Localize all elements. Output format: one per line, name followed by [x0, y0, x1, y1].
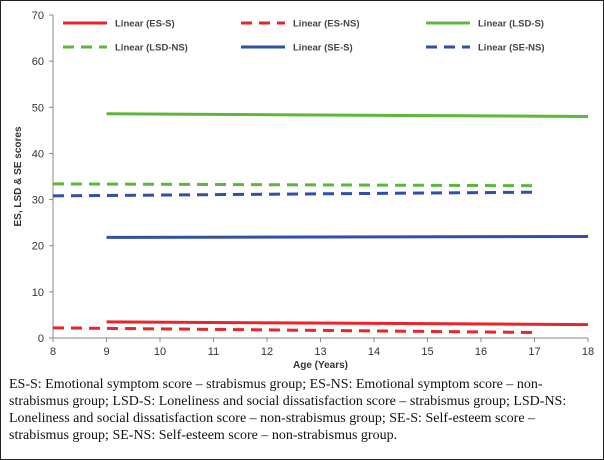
legend-label: Linear (LSD-S) — [478, 19, 544, 30]
x-tick-label: 18 — [582, 346, 594, 358]
x-tick-label: 17 — [528, 346, 540, 358]
x-tick-label: 11 — [208, 346, 219, 358]
x-tick-label: 12 — [261, 346, 273, 358]
x-axis-label: Age (Years) — [293, 360, 348, 371]
y-tick-label: 70 — [32, 10, 44, 22]
x-tick-label: 13 — [314, 346, 326, 358]
x-tick-label: 14 — [368, 346, 380, 358]
y-tick-label: 20 — [32, 241, 44, 253]
y-tick-label: 30 — [32, 195, 44, 207]
x-tick-label: 16 — [475, 346, 487, 358]
y-tick-label: 60 — [32, 56, 44, 68]
series-line-linear-es-ns — [52, 326, 535, 334]
legend-label: Linear (ES-S) — [115, 19, 175, 30]
legend-label: Linear (SE-S) — [293, 43, 353, 54]
x-tick-label: 15 — [421, 346, 433, 358]
y-tick-label: 0 — [38, 333, 44, 345]
y-tick-label: 10 — [32, 287, 44, 299]
legend: Linear (ES-S) Linear (ES-NS) Linear (LSD-S… — [63, 19, 545, 54]
series-line-linear-es-s — [106, 320, 589, 327]
figure-caption: ES-S: Emotional symptom score – strabism… — [9, 377, 567, 443]
legend-label: Linear (SE-NS) — [478, 43, 545, 54]
axes: 0 10 20 30 40 50 60 70 8 9 10 11 12 13 14 15 16 17 18 — [32, 10, 594, 358]
line-chart: Linear (ES-S) Linear (ES-NS) Linear (LSD-S… — [13, 10, 594, 371]
series-line-linear-lsd-ns — [52, 182, 535, 188]
x-tick-label: 9 — [103, 346, 109, 358]
y-axis-label: ES, LSD & SE scores — [13, 126, 24, 226]
series-lines — [52, 112, 589, 334]
y-tick-label: 50 — [32, 102, 44, 114]
y-tick-label: 40 — [32, 148, 44, 160]
series-line-linear-se-ns — [52, 190, 535, 198]
x-tick-label: 10 — [154, 346, 166, 358]
legend-label: Linear (ES-NS) — [293, 19, 360, 30]
x-tick-label: 8 — [50, 346, 56, 358]
legend-label: Linear (LSD-NS) — [115, 43, 188, 54]
series-line-linear-lsd-s — [106, 112, 589, 119]
series-line-linear-se-s — [106, 234, 589, 239]
